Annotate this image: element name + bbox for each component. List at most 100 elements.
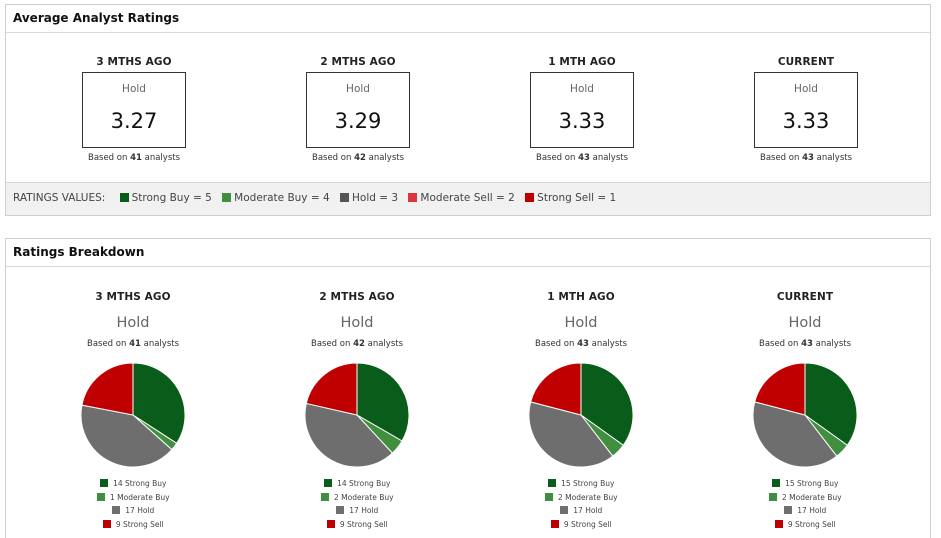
strong-buy-swatch [100, 479, 109, 487]
legend-label: 9 Strong Sell [339, 519, 388, 529]
strong-buy-swatch [548, 479, 557, 487]
rating-label: Hold [794, 83, 818, 95]
legend-item-moderate-buy: 1 Moderate Buy [97, 491, 170, 505]
moderate-buy-swatch [97, 492, 105, 501]
hold-swatch [112, 506, 121, 514]
pie-legend: 15 Strong Buy 2 Moderate Buy 17 Hold 9 Stro… [545, 477, 618, 531]
analyst-count: 42 [353, 339, 365, 349]
legend-label: 17 Hold [573, 506, 603, 515]
strong-sell-value: Strong Sell = 1 [537, 192, 617, 204]
strong-sell-swatch [550, 519, 559, 528]
strong-buy-slice [356, 362, 410, 442]
legend-label: 15 Strong Buy [785, 479, 839, 488]
hold-slice [80, 404, 173, 468]
legend-label: 2 Moderate Buy [558, 492, 618, 502]
rating-value: 3.33 [558, 109, 606, 133]
consensus-rating: Hold [788, 315, 822, 331]
legend-label: 17 Hold [797, 506, 827, 515]
legend-item-strong-buy: 15 Strong Buy [769, 477, 842, 491]
legend-label: 15 Strong Buy [561, 479, 615, 488]
rating-box: Hold 3.33 [530, 72, 634, 148]
based-on-text: Based on 43 analysts [535, 153, 629, 163]
period-heading: CURRENT [777, 56, 835, 68]
rating-box: Hold 3.33 [754, 72, 858, 148]
legend-item-strong-buy: 14 Strong Buy [321, 477, 394, 491]
legend-label: 2 Moderate Buy [782, 492, 842, 502]
analyst-count: 42 [354, 153, 366, 163]
pie-legend: 15 Strong Buy 2 Moderate Buy 17 Hold 9 Stro… [769, 477, 842, 531]
hold-swatch [336, 506, 345, 514]
consensus-rating: Hold [116, 315, 150, 331]
analyst-count: 41 [130, 153, 142, 163]
avg-column-1-mth: 1 MTH AGO Hold 3.33 Based on 43 analysts [482, 56, 682, 163]
moderate-sell-swatch [408, 193, 418, 202]
period-heading: 1 MTH AGO [548, 56, 616, 68]
legend-item-strong-buy: 14 Strong Buy [97, 477, 170, 491]
analyst-count: 43 [802, 153, 814, 163]
rating-value: 3.33 [782, 109, 830, 133]
moderate-buy-swatch [222, 193, 232, 202]
hold-slice [752, 401, 838, 468]
legend-label: 9 Strong Sell [115, 519, 164, 529]
hold-value: Hold = 3 [352, 192, 399, 204]
panel-title: Ratings Breakdown [6, 239, 930, 267]
legend-label: 14 Strong Buy [113, 479, 167, 488]
legend-item-moderate-buy: 2 Moderate Buy [321, 491, 394, 505]
moderate-buy-swatch [321, 492, 329, 501]
strong-sell-swatch [326, 519, 335, 528]
period-heading: 2 MTHS AGO [320, 56, 396, 68]
breakdown-column: CURRENT Hold Based on 43 analysts 15 Strong… [705, 291, 905, 529]
based-on-text: Based on 41 analysts [87, 153, 181, 163]
avg-column-current: CURRENT Hold 3.33 Based on 43 analysts [706, 56, 906, 163]
ratings-values-label: RATINGS VALUES: [13, 192, 106, 204]
ratings-pie-chart [80, 362, 186, 468]
period-heading: 3 MTHS AGO [95, 291, 171, 303]
strong-sell-swatch [774, 519, 783, 528]
based-on-text: Based on 43 analysts [534, 339, 628, 349]
strong-buy-swatch [119, 193, 129, 202]
legend-label: 14 Strong Buy [337, 479, 391, 488]
legend-item-hold: 17 Hold [321, 504, 394, 518]
legend-label: 9 Strong Sell [563, 519, 612, 529]
legend-item-moderate-buy: 2 Moderate Buy [545, 491, 618, 505]
ratings-pie-chart [304, 362, 410, 468]
strong-buy-slice [580, 362, 634, 446]
legend-item-strong-sell: 9 Strong Sell [97, 518, 170, 532]
based-on-text: Based on 42 analysts [310, 339, 404, 349]
moderate-buy-swatch [769, 492, 777, 501]
strong-sell-swatch [525, 193, 535, 202]
moderate-buy-swatch [545, 492, 553, 501]
rating-box: Hold 3.29 [306, 72, 410, 148]
legend-label: 2 Moderate Buy [334, 492, 394, 502]
legend-label: 1 Moderate Buy [110, 492, 170, 502]
strong-buy-swatch [772, 479, 781, 487]
strong-sell-slice [305, 362, 358, 416]
rating-value: 3.29 [334, 109, 382, 133]
hold-slice [304, 402, 394, 468]
legend-label: 17 Hold [125, 506, 155, 515]
legend-item-hold: 17 Hold [97, 504, 170, 518]
hold-swatch [560, 506, 569, 514]
analyst-count: 41 [129, 339, 141, 349]
strong-buy-slice [804, 362, 858, 446]
analyst-count: 43 [801, 339, 813, 349]
rating-label: Hold [346, 83, 370, 95]
rating-box: Hold 3.27 [82, 72, 186, 148]
analyst-count: 43 [577, 339, 589, 349]
period-heading: 2 MTHS AGO [319, 291, 395, 303]
rating-label: Hold [570, 83, 594, 95]
panel-title: Average Analyst Ratings [6, 5, 930, 33]
hold-slice [528, 401, 614, 468]
legend-item-strong-buy: 15 Strong Buy [545, 477, 618, 491]
ratings-values-legend: RATINGS VALUES: Strong Buy = 5 Moderate … [6, 182, 930, 215]
breakdown-column: 2 MTHS AGO Hold Based on 42 analysts 14 Str… [257, 291, 457, 529]
moderate-sell-value: Moderate Sell = 2 [420, 192, 515, 204]
legend-item-hold: 17 Hold [545, 504, 618, 518]
avg-column-3-mths: 3 MTHS AGO Hold 3.27 Based on 41 analyst… [34, 56, 234, 163]
consensus-rating: Hold [564, 315, 598, 331]
avg-column-2-mths: 2 MTHS AGO Hold 3.29 Based on 42 analyst… [258, 56, 458, 163]
hold-swatch [340, 193, 350, 202]
period-heading: 3 MTHS AGO [96, 56, 172, 68]
strong-sell-slice [81, 362, 134, 416]
legend-item-moderate-buy: 2 Moderate Buy [769, 491, 842, 505]
